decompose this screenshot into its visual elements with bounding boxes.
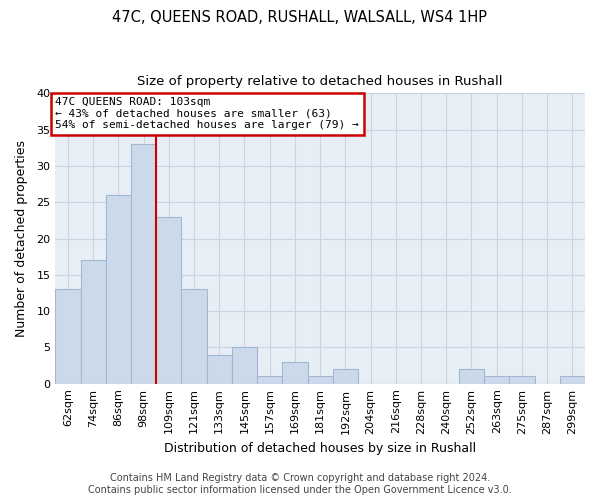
Bar (181, 290, 206, 384)
Bar (333, 369, 358, 384)
Bar (232, 348, 257, 384)
Bar (484, 376, 509, 384)
Bar (106, 195, 131, 384)
Bar (55, 290, 80, 384)
X-axis label: Distribution of detached houses by size in Rushall: Distribution of detached houses by size … (164, 442, 476, 455)
Bar (131, 144, 156, 384)
Bar (283, 362, 308, 384)
Y-axis label: Number of detached properties: Number of detached properties (15, 140, 28, 337)
Bar (156, 216, 181, 384)
Bar (257, 376, 283, 384)
Bar (459, 369, 484, 384)
Bar (308, 376, 333, 384)
Title: Size of property relative to detached houses in Rushall: Size of property relative to detached ho… (137, 75, 503, 88)
Bar (206, 354, 232, 384)
Text: 47C, QUEENS ROAD, RUSHALL, WALSALL, WS4 1HP: 47C, QUEENS ROAD, RUSHALL, WALSALL, WS4 … (113, 10, 487, 25)
Bar (560, 376, 585, 384)
Bar (509, 376, 535, 384)
Text: 47C QUEENS ROAD: 103sqm
← 43% of detached houses are smaller (63)
54% of semi-de: 47C QUEENS ROAD: 103sqm ← 43% of detache… (55, 97, 359, 130)
Bar (80, 260, 106, 384)
Text: Contains HM Land Registry data © Crown copyright and database right 2024.
Contai: Contains HM Land Registry data © Crown c… (88, 474, 512, 495)
